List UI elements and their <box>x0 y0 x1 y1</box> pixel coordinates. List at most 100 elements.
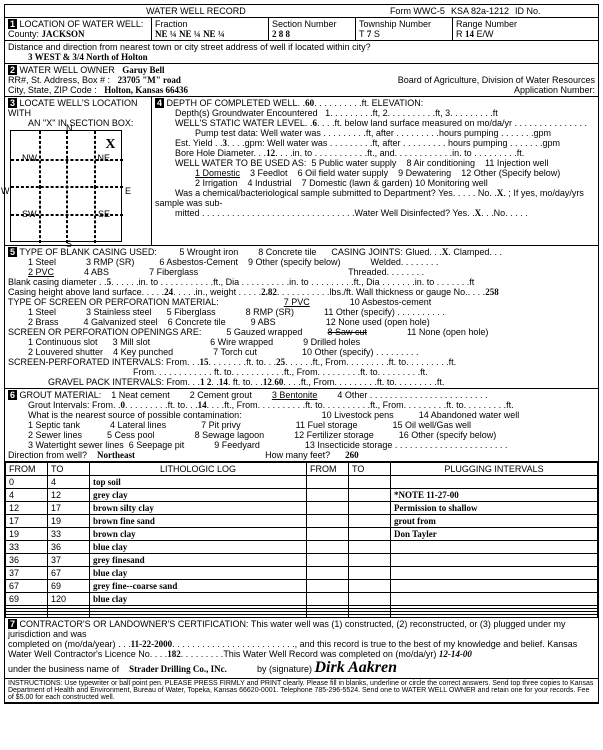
cell: 4 <box>48 476 90 489</box>
jw: Welded <box>371 257 401 267</box>
cell: grey clay <box>90 489 307 502</box>
cell: blue clay <box>90 541 307 554</box>
est-t: gpm: Well water was <box>245 138 328 148</box>
height-v: 24 <box>164 287 173 297</box>
cell: 69 <box>6 593 48 606</box>
table-row: 412grey clay*NOTE 11-27-00 <box>6 489 598 502</box>
cell: 4 <box>6 489 48 502</box>
c5: 5 Cess pool <box>107 430 155 440</box>
p2t: ft., From <box>313 357 347 367</box>
cert-lbl: CONTRACTOR'S OR LANDOWNER'S CERTIFICATIO… <box>8 619 565 639</box>
u2: 2 Irrigation <box>155 178 238 188</box>
s7: 7 PVC <box>284 297 310 307</box>
g1: 1 Neat cement <box>111 390 170 400</box>
chem: Was a chemical/bacteriological sample su… <box>155 188 453 198</box>
s10: 10 Asbestos-cement <box>350 297 432 307</box>
owner-lbl: WATER WELL OWNER <box>20 65 115 75</box>
se: SE <box>98 209 110 219</box>
casing-lbl: TYPE OF BLANK CASING USED: <box>19 247 157 257</box>
weight-v: 2.82 <box>261 287 277 297</box>
o2: 2 Louvered shutter <box>8 347 103 357</box>
table-row: 04top soil <box>6 476 598 489</box>
sec6-num: 6 <box>8 390 17 400</box>
cell <box>349 476 391 489</box>
chem-x: X <box>497 188 504 198</box>
i1: 0 <box>121 400 126 410</box>
c3: 3 Watertight sewer lines <box>8 440 124 450</box>
instructions: INSTRUCTIONS: Use typewriter or ball poi… <box>5 679 598 703</box>
section7: 7 CONTRACTOR'S OR LANDOWNER'S CERTIFICAT… <box>5 618 598 679</box>
bore-f: ft., and <box>367 148 395 158</box>
dis-x: X <box>475 208 482 218</box>
use: WELL WATER TO BE USED AS: <box>155 158 306 168</box>
c9: 9 Other (specify below) <box>248 257 341 267</box>
p6t: ft. <box>449 357 457 367</box>
disinfect: Water Well Disinfected? Yes <box>355 208 468 218</box>
u10: 10 Monitoring well <box>415 178 488 188</box>
sec4-num: 4 <box>155 98 164 108</box>
u6: 6 Oil field water supply <box>298 168 389 178</box>
c14: 14 Abandoned water well <box>419 410 520 420</box>
u3: 3 Feedlot <box>250 168 288 178</box>
g1t: 14 <box>219 377 228 387</box>
c16: 16 Other (specify below) <box>399 430 497 440</box>
g2: 2 Cement grout <box>190 390 252 400</box>
c9: 9 Feedyard <box>214 440 260 450</box>
cert-lic: 182 <box>167 649 181 659</box>
perf: SCREEN-PERFORATED INTERVALS: From <box>8 357 187 367</box>
c15: 15 Oil well/Gas well <box>393 420 472 430</box>
section3-4: 3 LOCATE WELL'S LOCATION WITH AN "X" IN … <box>5 97 598 246</box>
cell: Permission to shallow <box>391 502 598 515</box>
cell <box>391 476 598 489</box>
jx: X <box>442 247 449 257</box>
h1: FROM <box>6 463 48 476</box>
cell: blue clay <box>90 593 307 606</box>
grout-lbl: GROUT MATERIAL: <box>20 390 102 400</box>
nw: NW <box>22 153 37 163</box>
ne1: NE ¼ <box>155 29 177 39</box>
cert-biz: Strader Drilling Co., INc. <box>129 664 227 674</box>
c11: 11 Fuel storage <box>296 420 358 430</box>
s6: 6 Concrete tile <box>168 317 226 327</box>
table-row: 69120blue clay <box>6 593 598 606</box>
int: Grout Intervals: From <box>8 400 113 410</box>
city-lbl: City, State, ZIP Code <box>8 85 92 95</box>
sec5-num: 5 <box>8 247 17 257</box>
cell <box>349 528 391 541</box>
dir-v: Northeast <box>97 450 135 460</box>
section5: 5 TYPE OF BLANK CASING USED: 5 Wrought i… <box>5 246 598 389</box>
cell <box>349 502 391 515</box>
loc-label: LOCATION OF WATER WELL: <box>20 19 144 29</box>
c13: 13 Insecticide storage <box>305 440 393 450</box>
cell: 37 <box>6 567 48 580</box>
cert-l5: This Water Well Record was completed on … <box>223 649 436 659</box>
bore-v: 12 <box>266 148 275 158</box>
section-lbl: Section Number <box>272 19 337 29</box>
r: R <box>456 29 463 39</box>
cell <box>307 476 349 489</box>
cell: brown clay <box>90 528 307 541</box>
cell: 69 <box>48 580 90 593</box>
static-v: 6 <box>312 118 317 128</box>
d1a: 1 <box>325 108 330 118</box>
cell: 12 <box>6 502 48 515</box>
cert-l7: by (signature) <box>257 664 312 674</box>
feet: How many feet? <box>265 450 330 460</box>
section-box: N S W E NW NE SW SE X <box>10 130 122 242</box>
ne: NE <box>97 153 110 163</box>
county: JACKSON <box>42 29 85 39</box>
cell: 36 <box>48 541 90 554</box>
s3: 3 Stainless steel <box>86 307 152 317</box>
cell: grey finesand <box>90 554 307 567</box>
jt: Threaded <box>348 267 387 277</box>
cell <box>349 541 391 554</box>
u9: 9 Dewatering <box>398 168 451 178</box>
c6: 6 Seepage pit <box>129 440 185 450</box>
pump-b: hours pumping <box>439 128 499 138</box>
static-t: ft. below land surface measured on mo/da… <box>334 118 512 128</box>
c2: 2 PVC <box>28 267 54 277</box>
elev: ft. ELEVATION: <box>362 98 424 108</box>
s5: 5 Fiberglass <box>167 307 216 317</box>
s9: 9 ABS <box>251 317 276 327</box>
d1d: ft <box>493 108 498 118</box>
